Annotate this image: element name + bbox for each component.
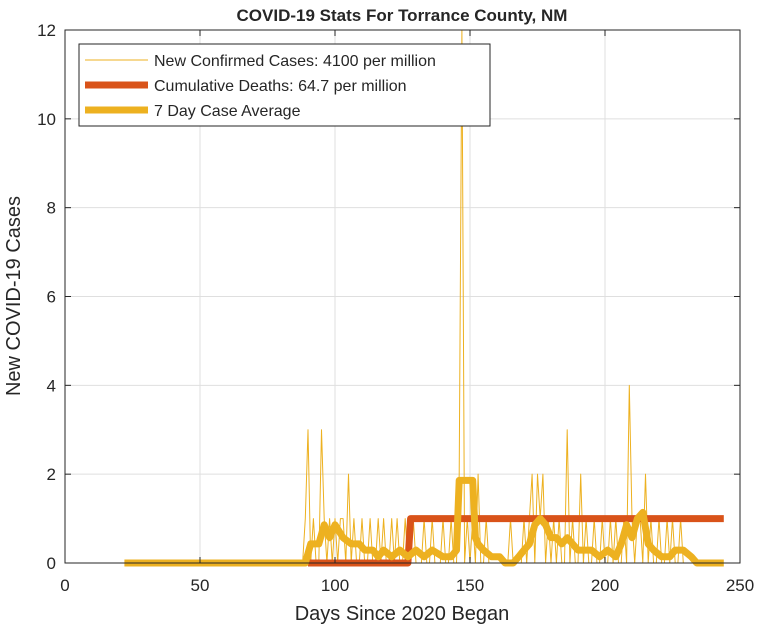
- y-tick-label: 4: [47, 376, 56, 395]
- series-new-confirmed-cases: [124, 29, 724, 564]
- x-tick-label: 50: [191, 576, 210, 595]
- chart-title: COVID-19 Stats For Torrance County, NM: [237, 6, 568, 25]
- x-tick-label: 0: [60, 576, 69, 595]
- x-tick-label: 200: [591, 576, 619, 595]
- y-tick-label: 2: [47, 465, 56, 484]
- ticks: 0 50 100 150 200 250 0 2 4 6 8 10 12: [37, 21, 754, 595]
- legend-label-new-cases: New Confirmed Cases: 4100 per million: [154, 53, 436, 70]
- y-tick-label: 10: [37, 110, 56, 129]
- y-tick-label: 8: [47, 199, 56, 218]
- y-tick-label: 0: [47, 554, 56, 573]
- x-tick-label: 150: [456, 576, 484, 595]
- legend-label-7day-avg: 7 Day Case Average: [154, 103, 301, 120]
- legend-label-deaths: Cumulative Deaths: 64.7 per million: [154, 78, 407, 95]
- x-tick-label: 250: [726, 576, 754, 595]
- y-tick-label: 6: [47, 288, 56, 307]
- legend: New Confirmed Cases: 4100 per million Cu…: [78, 43, 491, 127]
- x-axis-label: Days Since 2020 Began: [295, 603, 510, 625]
- x-tick-label: 100: [321, 576, 349, 595]
- y-tick-label: 12: [37, 21, 56, 40]
- y-axis-label: New COVID-19 Cases: [3, 196, 25, 396]
